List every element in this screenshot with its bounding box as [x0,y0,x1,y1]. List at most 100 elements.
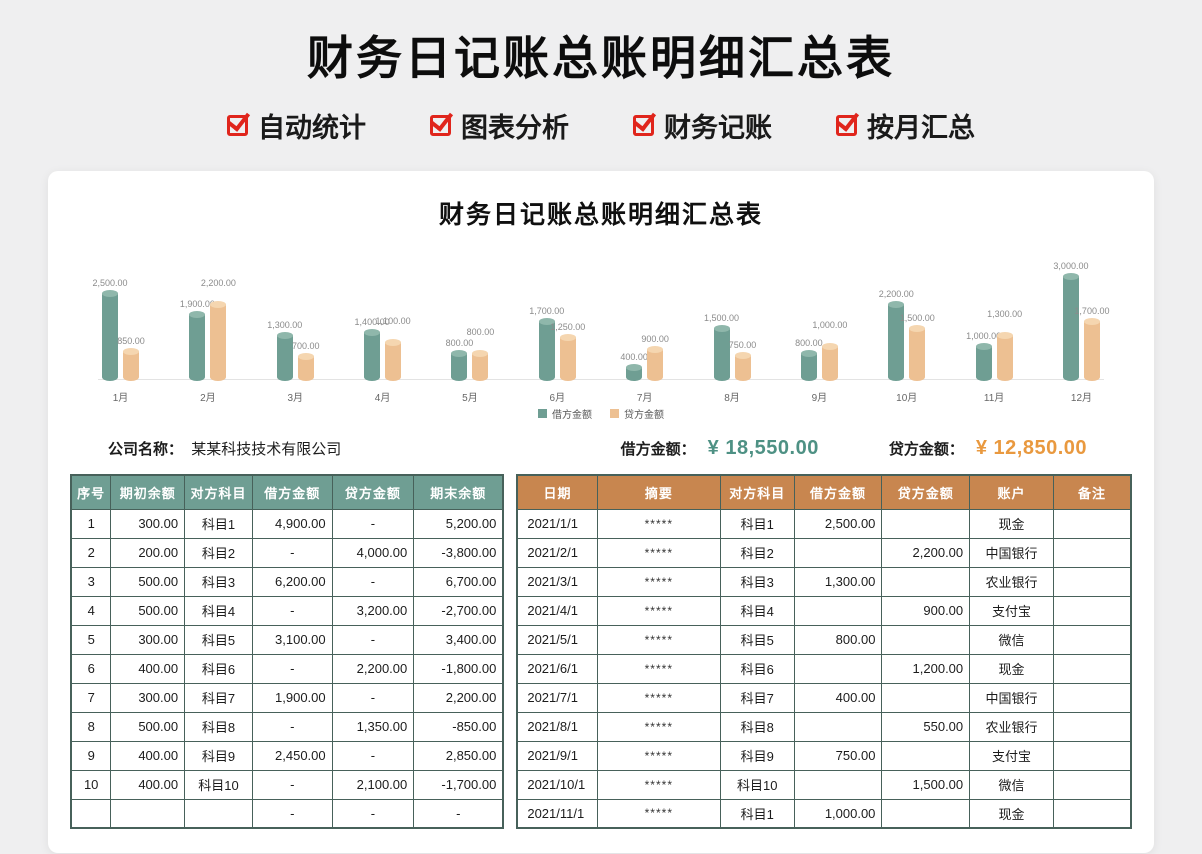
feature-badge-bookkeeping: 财务记账 [633,106,772,145]
table-cell: 微信 [969,624,1054,655]
table-cell: 科目1 [184,508,253,539]
credit-bar-cap [385,339,402,346]
table-cell: 3,400.00 [413,624,504,655]
debit-legend-marker [538,409,547,418]
bar-value-label: 1,100.00 [375,316,411,326]
chart-month-group: 800.00 800.00 5月 [446,255,495,404]
column-header: 借方金额 [251,474,333,510]
table-cell: ***** [596,595,721,626]
bar-value-label: 3,000.00 [1053,261,1089,271]
table-cell: 科目4 [719,595,795,626]
feature-badges: 自动统计 图表分析 财务记账 按月汇总 [0,106,1202,145]
company-name: 某某科技技术有限公司 [191,441,342,458]
table-cell: -2,700.00 [413,595,504,626]
credit-bar [647,346,664,381]
checked-checkbox-icon [430,115,451,136]
bar-value-label: 2,200.00 [200,278,236,288]
table-cell [793,537,883,568]
column-header: 贷方金额 [331,474,415,510]
x-axis-label: 3月 [287,393,303,404]
table-cell: 2021/11/1 [516,798,598,829]
table-cell: 9 [70,740,112,771]
table-cell: 现金 [969,798,1054,829]
table-cell [793,769,883,800]
chart-month-group: 400.00 900.00 7月 [620,255,669,404]
table-row: 8 500.00 科目8-1,350.00 -850.00 [70,711,504,742]
debit-bar-cap [102,290,118,297]
credit-bar [1083,318,1100,381]
table-cell: -850.00 [413,711,504,742]
table-cell: 400.00 [110,769,186,800]
table-cell: 500.00 [110,595,186,626]
table-cell: 2021/8/1 [516,711,598,742]
table-cell: 中国银行 [969,682,1054,713]
table-cell [881,740,971,771]
table-cell: 900.00 [881,595,971,626]
debit-bar [975,343,992,381]
table-cell: - [331,508,415,539]
column-header: 对方科目 [184,474,253,510]
bar-value-label: 2,500.00 [92,278,128,288]
debit-bar-cap [276,332,293,339]
table-row: 2021/9/1 ***** 科目9 750.00 支付宝 [516,740,1132,771]
table-cell: 2,850.00 [413,740,504,771]
chart-month-group: 1,900.00 2,200.00 2月 [180,255,236,404]
table-row: 3 500.00 科目3 6,200.00-6,700.00 [70,566,504,597]
credit-bar-cap [210,301,227,308]
table-cell [881,508,971,539]
x-axis-label: 2月 [200,393,216,404]
table-cell: 科目7 [719,682,795,713]
table-cell: ***** [596,740,721,771]
table-cell: 2021/1/1 [516,508,598,539]
table-cell: - [251,653,333,684]
table-cell: 2,200.00 [413,682,504,713]
table-cell: 6 [70,653,112,684]
chart-month-group: 1,400.00 1,100.00 4月 [355,255,411,404]
chart-month-group: 1,700.00 1,250.00 6月 [529,255,585,404]
table-cell: 2021/7/1 [516,682,598,713]
table-row: 6 400.00 科目6-2,200.00 -1,800.00 [70,653,504,684]
table-cell: 科目1 [719,508,795,539]
table-cell: ***** [596,566,721,597]
table-cell: 2 [70,537,112,568]
table-cell: 3,100.00 [251,624,333,655]
table-row: 2021/5/1 ***** 科目5 800.00 微信 [516,624,1132,655]
checked-checkbox-icon [227,115,248,136]
bar-value-label: 400.00 [620,352,648,362]
table-cell: 1 [70,508,112,539]
table-cell: ***** [596,769,721,800]
table-cell: 5,200.00 [413,508,504,539]
column-header: 摘要 [596,474,721,510]
table-cell: ***** [596,537,721,568]
credit-bar [123,348,139,381]
table-cell: 500.00 [110,566,186,597]
credit-bar [297,353,314,381]
credit-total-value: ¥ 12,850.00 [975,437,1087,459]
debit-bar [189,311,206,381]
table-cell: - [251,711,333,742]
debit-bar [713,325,730,381]
bar-value-label: 800.00 [466,327,495,337]
column-header: 日期 [516,474,598,510]
feature-label: 按月汇总 [867,113,975,143]
table-row: 9 400.00 科目9 2,450.00-2,850.00 [70,740,504,771]
table-cell [1052,740,1132,771]
debit-bar [102,290,118,381]
bar-value-label: 1,700.00 [1074,306,1110,316]
bar-value-label: 1,300.00 [987,309,1023,319]
credit-bar-cap [734,352,751,359]
table-cell: 300.00 [110,682,186,713]
chart-legend: 借方金额 贷方金额 [70,406,1132,421]
table-cell: 科目3 [184,566,253,597]
credit-bar [734,352,751,381]
table-cell [881,682,971,713]
table-cell: 科目6 [184,653,253,684]
credit-bar [472,350,489,381]
table-cell: - [331,682,415,713]
table-cell [1052,566,1132,597]
table-cell: 农业银行 [969,566,1054,597]
table-row: 2021/11/1 ***** 科目1 1,000.00 现金 [516,798,1132,829]
table-row: 2021/3/1 ***** 科目3 1,300.00 农业银行 [516,566,1132,597]
bar-value-label: 1,400.00 [354,317,390,327]
debit-bar [538,318,555,381]
